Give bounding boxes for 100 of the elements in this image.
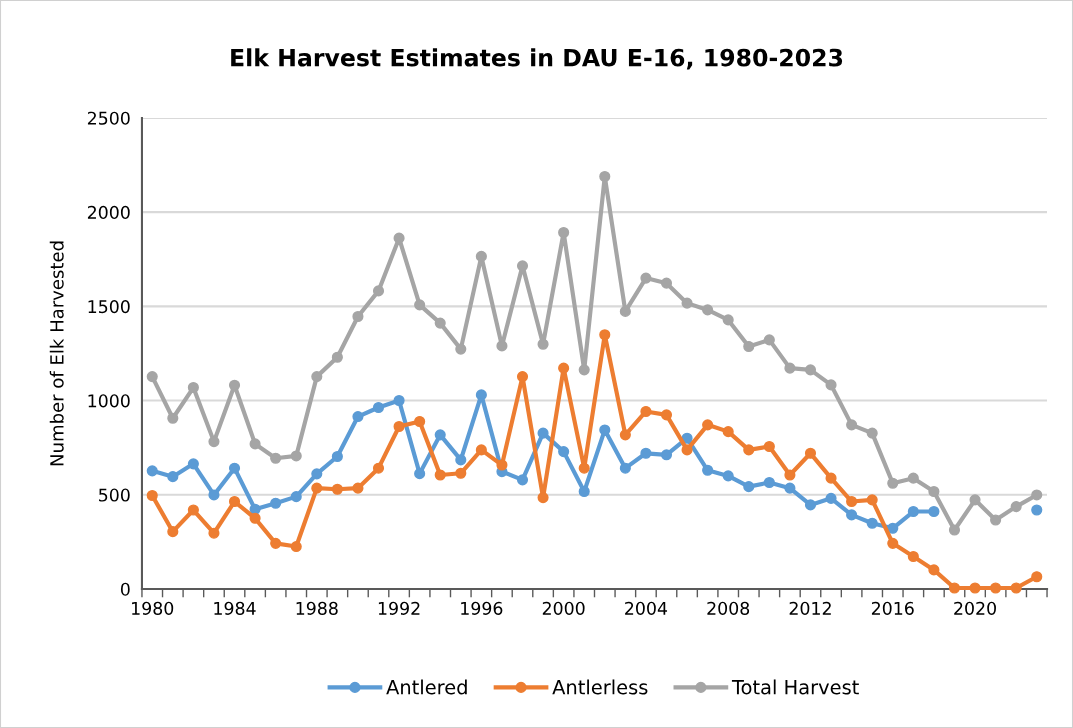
point (393, 232, 405, 244)
y-tick-label: 2500 (87, 111, 130, 125)
point (270, 497, 282, 509)
point (599, 329, 611, 341)
chart-title: Elk Harvest Estimates in DAU E-16, 1980-2023 (231, 48, 843, 70)
point (763, 476, 775, 489)
y-tick-label: 2000 (87, 205, 130, 219)
x-tick-label: 1980 (132, 601, 174, 615)
point (763, 334, 775, 346)
point (228, 495, 241, 508)
point (537, 338, 549, 350)
point (804, 364, 817, 376)
point (846, 509, 858, 521)
point (866, 494, 878, 506)
point (496, 459, 508, 471)
point (887, 477, 899, 489)
point (1031, 504, 1043, 516)
point (928, 505, 940, 518)
point (599, 170, 611, 183)
point (167, 526, 179, 538)
point (804, 499, 817, 511)
point (249, 438, 261, 450)
point (455, 454, 467, 466)
point (866, 427, 878, 439)
point (763, 440, 775, 453)
legend-label: Total Harvest (731, 679, 859, 695)
x-tick-label: 1992 (378, 601, 420, 615)
point (146, 465, 158, 477)
y-tick-label: 500 (99, 488, 130, 502)
point (372, 401, 385, 414)
point (558, 362, 570, 374)
point (352, 411, 364, 423)
x-tick-label: 2008 (707, 601, 750, 615)
point (475, 389, 487, 401)
point (578, 462, 590, 474)
point (990, 582, 1002, 594)
point (352, 482, 364, 494)
x-tick-label: 1996 (461, 601, 503, 615)
point (187, 458, 199, 470)
point (907, 505, 919, 518)
point (702, 304, 714, 316)
point (722, 426, 734, 438)
point (660, 409, 673, 421)
point (434, 317, 446, 329)
point (1010, 501, 1022, 513)
y-tick-label: 1500 (88, 300, 130, 314)
point (722, 470, 734, 482)
x-tick-label: 1984 (214, 601, 256, 615)
point (990, 514, 1002, 526)
point (290, 541, 302, 553)
point (455, 467, 467, 479)
point (414, 468, 426, 480)
point (1010, 582, 1022, 594)
point (640, 405, 652, 418)
point (331, 450, 343, 463)
point (228, 462, 241, 474)
point (146, 371, 158, 383)
point (907, 472, 919, 484)
point (331, 483, 343, 495)
point (311, 468, 323, 480)
point (167, 471, 179, 483)
point (475, 250, 487, 262)
point (208, 527, 220, 539)
point (969, 582, 981, 594)
y-tick-label: 0 (120, 582, 130, 596)
point (866, 517, 878, 529)
x-tick-label: 2016 (871, 601, 914, 615)
point (208, 436, 220, 448)
x-tick-label: 2004 (625, 601, 668, 615)
point (969, 494, 981, 506)
x-tick-label: 2000 (542, 601, 585, 615)
point (846, 419, 858, 431)
point (784, 362, 796, 374)
point (846, 495, 858, 508)
point (619, 305, 631, 317)
point (825, 379, 837, 391)
point (414, 299, 426, 311)
point (660, 277, 673, 289)
point (558, 446, 570, 458)
point (887, 522, 899, 534)
point (187, 381, 199, 394)
point (516, 371, 529, 383)
point (640, 447, 652, 459)
point (784, 469, 796, 481)
point (804, 447, 817, 459)
point (434, 469, 446, 481)
point (619, 462, 631, 474)
point (311, 482, 323, 494)
point (1031, 489, 1043, 501)
point (743, 481, 755, 493)
point (228, 379, 241, 391)
point (1031, 571, 1043, 583)
point (311, 371, 323, 383)
point (331, 351, 343, 363)
point (393, 394, 405, 407)
y-axis-title: Number of Elk Harvested (49, 241, 64, 466)
point (516, 474, 529, 486)
point (558, 226, 570, 239)
point (948, 582, 961, 594)
point (825, 492, 837, 504)
